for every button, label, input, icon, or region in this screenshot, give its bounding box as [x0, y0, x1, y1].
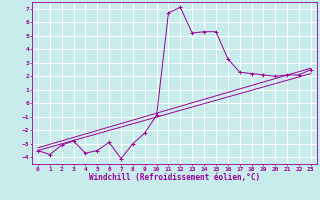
X-axis label: Windchill (Refroidissement éolien,°C): Windchill (Refroidissement éolien,°C)	[89, 173, 260, 182]
